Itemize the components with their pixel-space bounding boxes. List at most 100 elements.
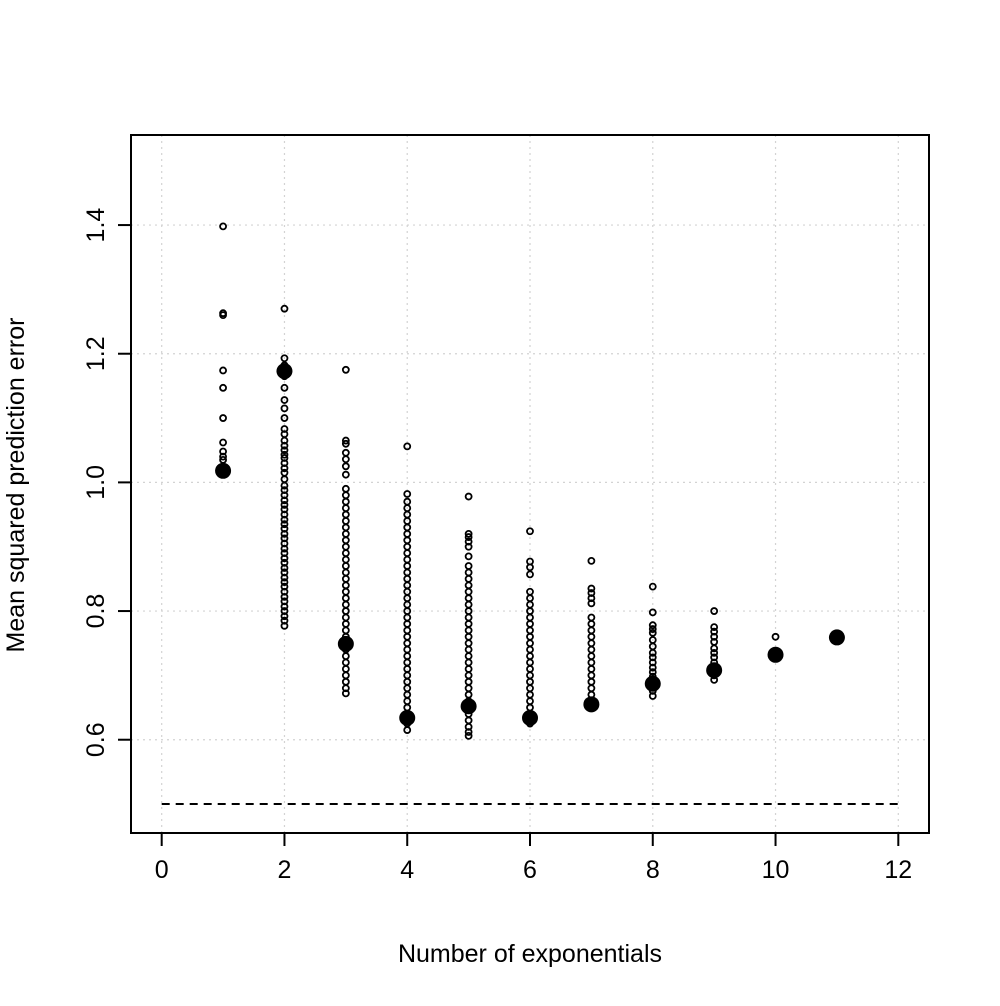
open-point [280,573,289,582]
open-point [341,497,350,506]
open-point [280,578,289,587]
open-point [464,716,473,725]
open-point [464,645,473,654]
open-point [280,544,289,553]
open-point [648,648,657,657]
open-point [341,671,350,680]
open-point [341,665,350,673]
open-point [587,620,596,628]
open-point [464,684,473,693]
open-point [464,665,473,673]
open-point [341,448,350,457]
open-point [648,629,657,637]
open-point [280,414,289,422]
open-point [341,600,350,609]
open-point [648,625,657,633]
open-point [341,607,350,615]
open-point [219,452,227,461]
open-point [280,441,289,450]
x-tick-label: 0 [155,856,169,884]
open-point [280,564,289,572]
open-point [341,462,350,471]
open-point [587,658,596,667]
x-axis-label: Number of exponentials [398,940,662,968]
open-point [341,689,350,698]
open-point [587,632,596,641]
filled-point [215,462,232,479]
filled-point [337,635,354,652]
open-point [280,593,289,601]
open-point [587,584,596,593]
open-point [403,490,412,498]
open-point [403,665,412,673]
open-point [587,599,596,608]
open-point [710,644,719,653]
filled-point [399,709,416,726]
open-point [464,587,473,596]
open-point [587,626,596,635]
filled-point [644,675,661,692]
y-tick-label: 0.6 [82,722,110,757]
open-point [464,594,473,603]
open-point [341,652,350,660]
open-point [341,529,350,538]
y-tick-label: 0.8 [82,594,110,629]
open-point [341,574,350,583]
open-point [341,542,350,551]
open-point [280,450,289,459]
open-point [464,568,473,577]
open-point [280,396,289,404]
open-point [341,613,350,622]
x-tick-label: 4 [400,856,414,884]
open-point [341,504,350,513]
open-point [280,612,289,621]
open-point [464,562,473,570]
data-points [215,222,845,740]
open-point [219,414,227,422]
open-point [526,570,534,579]
open-point [280,430,289,439]
open-point [280,446,289,455]
open-point [280,383,289,392]
open-point [464,677,473,686]
open-point [341,677,350,686]
open-point [587,684,596,693]
open-point [341,439,350,448]
filled-point [706,662,723,679]
open-point [280,481,289,490]
open-point [341,594,350,603]
open-point [587,613,596,622]
open-point [280,602,289,611]
open-point [464,626,473,635]
open-point [587,652,596,660]
open-point [464,542,473,551]
open-point [464,552,473,561]
open-point [587,645,596,654]
open-point [219,383,227,392]
open-point [648,692,657,700]
open-point [280,404,289,413]
open-point [280,354,289,363]
y-tick-label: 1.2 [82,336,110,371]
open-point [464,533,473,541]
open-point [341,658,350,667]
open-point [648,621,657,630]
open-point [341,549,350,558]
x-tick-label: 6 [523,856,537,884]
open-point [341,620,350,628]
y-axis-label: Mean squared prediction error [2,318,30,653]
open-point [280,515,289,524]
open-point [526,527,534,536]
open-point [341,568,350,577]
open-point [280,304,289,313]
open-point [280,621,289,630]
open-point [587,665,596,673]
grid-lines [131,135,929,833]
x-tick-label: 2 [278,856,292,884]
open-point [341,365,350,374]
open-point [341,470,350,479]
open-point [464,529,473,538]
open-point [464,600,473,609]
y-tick-label: 1.4 [82,208,110,243]
open-point [648,663,657,672]
